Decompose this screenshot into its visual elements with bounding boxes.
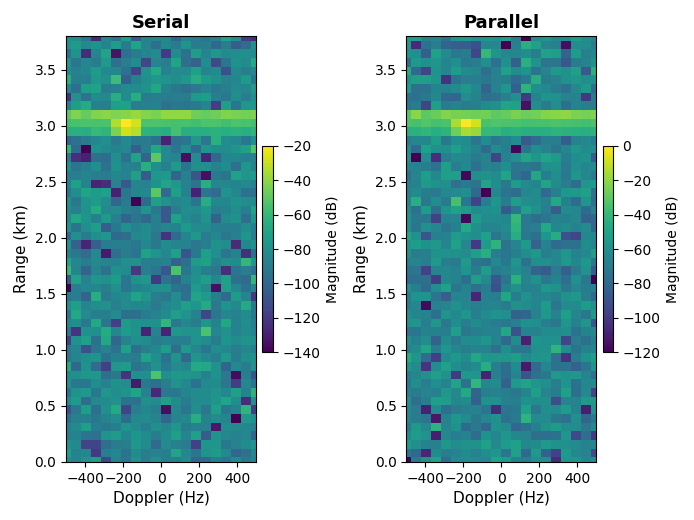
Title: Serial: Serial (132, 14, 190, 32)
Y-axis label: Magnitude (dB): Magnitude (dB) (666, 196, 680, 303)
Y-axis label: Range (km): Range (km) (14, 204, 29, 293)
X-axis label: Doppler (Hz): Doppler (Hz) (112, 491, 210, 506)
X-axis label: Doppler (Hz): Doppler (Hz) (452, 491, 550, 506)
Y-axis label: Magnitude (dB): Magnitude (dB) (326, 196, 340, 303)
Title: Parallel: Parallel (463, 14, 539, 32)
Y-axis label: Range (km): Range (km) (354, 204, 369, 293)
